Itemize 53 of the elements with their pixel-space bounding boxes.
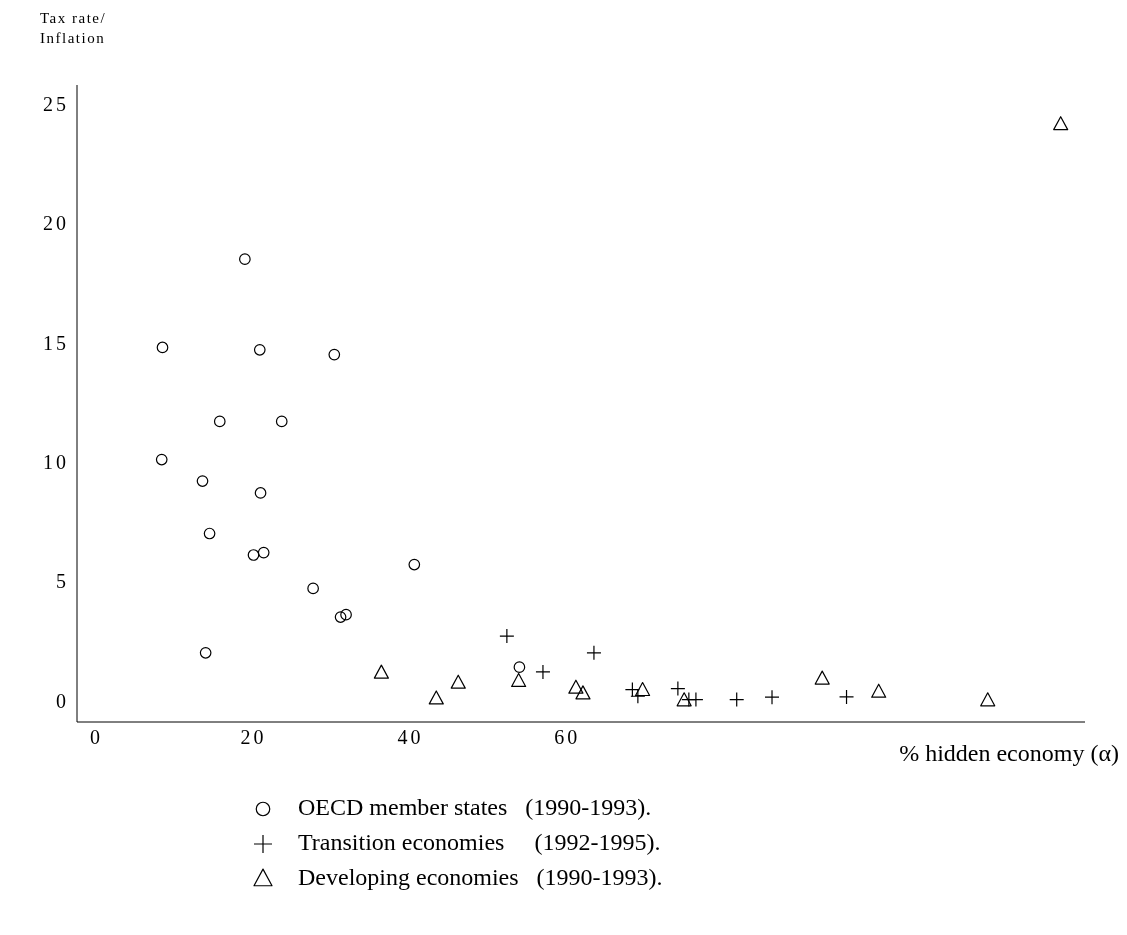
- point: [203, 527, 216, 540]
- point: [253, 343, 266, 356]
- x-axis-title: % hidden economy (α): [899, 740, 1119, 767]
- point: [535, 664, 551, 680]
- point: [196, 475, 209, 487]
- point: [1053, 116, 1069, 131]
- point: [764, 689, 780, 705]
- point: [871, 683, 887, 698]
- point: [499, 628, 515, 644]
- point: [155, 453, 168, 466]
- point: [729, 691, 745, 708]
- point: [334, 611, 347, 623]
- y-axis-title: Tax rate/ Inflation: [40, 9, 108, 48]
- y-tick-label: 5: [56, 570, 69, 593]
- x-tick-label: 60: [554, 726, 581, 749]
- x-tick-label: 0: [90, 726, 104, 749]
- point: [373, 664, 389, 679]
- point: [838, 689, 855, 705]
- point: [511, 672, 527, 688]
- legend-label: OECD member states (1990-1993).: [298, 794, 652, 821]
- point: [257, 546, 270, 559]
- point: [199, 646, 212, 659]
- point: [688, 691, 704, 708]
- legend-label: Developing economies (1990-1993).: [298, 864, 663, 891]
- x-tick-label: 40: [397, 726, 424, 749]
- x-tick-label: 20: [240, 726, 267, 749]
- point: [247, 549, 260, 561]
- point: [254, 487, 267, 499]
- point: [568, 679, 584, 694]
- point: [670, 681, 686, 697]
- point: [239, 253, 251, 266]
- point: [156, 341, 169, 354]
- point: [340, 608, 352, 621]
- point: [307, 582, 319, 595]
- y-tick-label: 10: [43, 451, 69, 474]
- y-tick-label: 0: [56, 689, 69, 712]
- y-tick-label: 25: [43, 93, 69, 116]
- point: [328, 348, 341, 361]
- point: [408, 558, 421, 571]
- point: [450, 674, 466, 689]
- point: [428, 690, 444, 705]
- point: [513, 661, 526, 673]
- point: [676, 692, 692, 707]
- y-tick-label: 20: [43, 212, 69, 235]
- y-tick-label: 15: [43, 331, 69, 354]
- point: [980, 692, 996, 707]
- point: [213, 415, 226, 428]
- point: [634, 681, 651, 697]
- legend-label: Transition economies (1992-1995).: [298, 829, 661, 856]
- point: [814, 670, 830, 685]
- point: [575, 685, 591, 700]
- point: [275, 415, 288, 428]
- point: [586, 645, 602, 661]
